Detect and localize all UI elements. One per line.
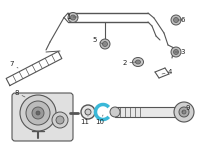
Circle shape	[81, 105, 95, 119]
Circle shape	[179, 107, 189, 117]
Circle shape	[56, 116, 64, 124]
Circle shape	[174, 102, 194, 122]
Text: 9: 9	[182, 105, 190, 112]
Text: 5: 5	[93, 37, 103, 44]
Text: 3: 3	[175, 49, 185, 55]
Ellipse shape	[132, 57, 144, 66]
Text: 6: 6	[178, 17, 185, 23]
Circle shape	[110, 107, 120, 117]
Circle shape	[174, 50, 179, 55]
FancyBboxPatch shape	[115, 107, 182, 117]
Text: 7: 7	[10, 61, 18, 68]
Text: 4: 4	[162, 69, 172, 75]
Circle shape	[85, 109, 91, 115]
Text: 8: 8	[15, 90, 25, 97]
FancyBboxPatch shape	[12, 93, 73, 141]
Circle shape	[70, 15, 76, 20]
Circle shape	[171, 47, 181, 57]
Circle shape	[182, 110, 186, 114]
Text: 10: 10	[96, 115, 104, 125]
Text: 11: 11	[80, 116, 90, 125]
Circle shape	[32, 107, 44, 119]
Circle shape	[36, 111, 40, 115]
Circle shape	[52, 112, 68, 128]
Circle shape	[174, 17, 179, 22]
Circle shape	[26, 101, 50, 125]
Text: 1: 1	[66, 14, 78, 20]
Circle shape	[102, 41, 108, 46]
Circle shape	[20, 95, 56, 131]
Ellipse shape	[136, 60, 140, 64]
Circle shape	[68, 12, 78, 22]
Circle shape	[100, 39, 110, 49]
Text: 2: 2	[123, 60, 136, 66]
Circle shape	[171, 15, 181, 25]
